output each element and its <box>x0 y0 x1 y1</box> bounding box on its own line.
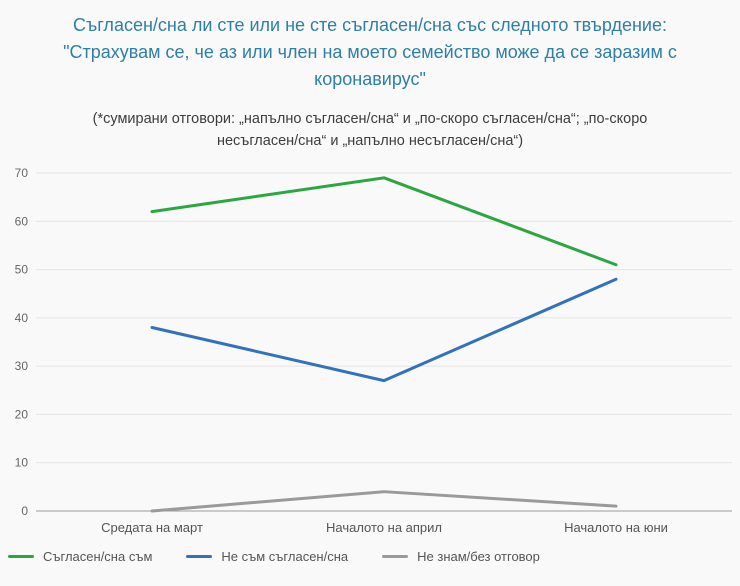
legend-swatch <box>186 554 213 558</box>
y-tick-label: 70 <box>15 166 29 180</box>
chart-subtitle: (*сумирани отговори: „напълно съгласен/с… <box>92 111 648 149</box>
series-line-1 <box>150 175 618 266</box>
legend-item-3[interactable]: Не знам/без отговор <box>382 549 540 564</box>
line-chart: 0 10 20 30 40 50 60 70 Средата на март Началото н… <box>15 166 732 535</box>
series-line-3 <box>150 489 618 512</box>
legend-swatch <box>382 554 409 558</box>
legend-item-1[interactable]: Съгласен/сна съм <box>8 549 152 564</box>
y-tick-label: 60 <box>15 214 29 228</box>
chart-title: Съгласен/сна ли сте или не сте съгласен/… <box>63 15 677 89</box>
y-tick-label: 30 <box>15 359 29 373</box>
x-tick-label: Началото на април <box>326 520 442 535</box>
legend-swatch <box>8 554 34 558</box>
y-tick-label: 10 <box>15 455 29 469</box>
legend: Съгласен/сна съм Не съм съгласен/сна Не зн… <box>0 547 740 570</box>
chart-area: 0 10 20 30 40 50 60 70 Средата на март Началото н… <box>0 159 740 547</box>
y-tick-label: 20 <box>15 407 29 421</box>
y-tick-label: 0 <box>21 504 28 518</box>
legend-item-2[interactable]: Не съм съгласен/сна <box>186 549 348 564</box>
y-tick-label: 40 <box>15 310 29 324</box>
x-tick-label: Началото на юни <box>564 520 668 535</box>
series-line-2 <box>150 277 618 382</box>
legend-label: Съгласен/сна съм <box>43 548 153 564</box>
legend-label: Не знам/без отговор <box>417 548 540 564</box>
legend-label: Не съм съгласен/сна <box>221 548 349 564</box>
x-tick-label: Средата на март <box>101 520 203 535</box>
page: Съгласен/сна ли сте или не сте съгласен/… <box>0 15 740 570</box>
y-tick-label: 50 <box>15 262 29 276</box>
